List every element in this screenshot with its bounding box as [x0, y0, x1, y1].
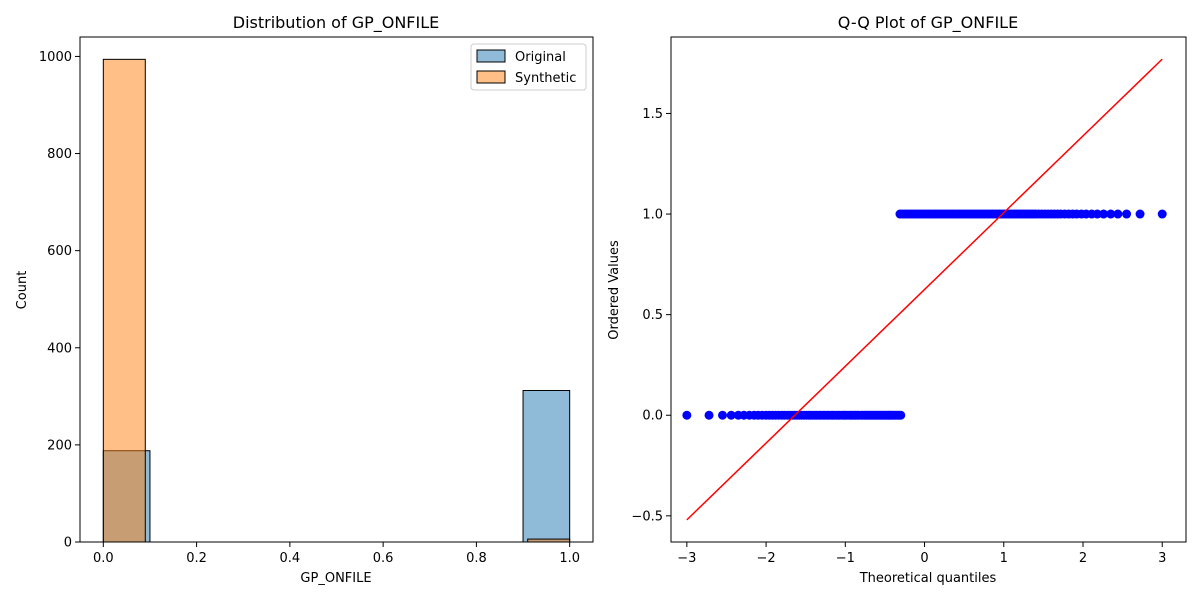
qq-plot-title: Q-Q Plot of GP_ONFILE — [838, 13, 1018, 33]
histogram-x-tick-label: 0.6 — [373, 551, 394, 566]
legend-label-synthetic: Synthetic — [515, 71, 576, 86]
qq-point — [726, 410, 736, 420]
histogram-x-tick-label: 1.0 — [559, 551, 580, 566]
qq-x-tick-label: −3 — [677, 551, 696, 566]
qq-point — [1099, 209, 1109, 219]
qq-x-tick-label: 0 — [920, 551, 928, 566]
qq-point — [1122, 209, 1132, 219]
qq-point — [1106, 209, 1116, 219]
qq-x-tick-label: 2 — [1079, 551, 1087, 566]
histogram-y-ticks: 0 200 400 600 800 1000 — [39, 50, 80, 551]
qq-point — [1157, 209, 1167, 219]
qq-y-tick-label: −0.5 — [631, 509, 663, 524]
histogram-x-tick-label: 0.4 — [280, 551, 301, 566]
legend-swatch-original — [476, 49, 506, 63]
histogram-x-ticks: 0.0 0.2 0.4 0.6 0.8 1.0 — [93, 542, 580, 566]
qq-fit-line — [686, 58, 1163, 521]
histogram-y-label: Count — [15, 271, 30, 310]
histogram-axes-frame — [79, 36, 594, 543]
qq-axes-frame — [670, 36, 1187, 543]
qq-x-label: Theoretical quantiles — [859, 571, 997, 586]
legend-label-original: Original — [515, 50, 566, 65]
qq-point — [718, 410, 727, 420]
histogram-bars — [102, 58, 571, 543]
histogram-x-tick-label: 0.2 — [186, 551, 207, 566]
histogram-x-label: GP_ONFILE — [300, 571, 371, 586]
histogram-bar-synthetic-0 — [102, 58, 146, 543]
histogram-y-tick-label: 0 — [64, 536, 72, 551]
qq-x-ticks: −3 −2 −1 0 1 2 3 — [677, 542, 1166, 566]
legend-swatch-synthetic — [476, 70, 506, 84]
histogram-y-tick-label: 200 — [47, 438, 72, 453]
histogram-bar-original-1 — [522, 390, 571, 543]
qq-y-tick-label: 1.0 — [642, 208, 663, 223]
qq-y-tick-label: 1.5 — [642, 107, 663, 122]
qq-point — [682, 410, 692, 420]
qq-points — [682, 209, 1167, 420]
histogram-legend: Original Synthetic — [470, 43, 587, 91]
qq-x-tick-label: 1 — [1000, 551, 1008, 566]
qq-y-tick-label: 0.5 — [642, 308, 663, 323]
qq-point — [1092, 209, 1102, 219]
qq-x-tick-label: 3 — [1158, 551, 1166, 566]
histogram-y-tick-label: 600 — [47, 244, 72, 259]
qq-y-tick-label: 0.0 — [642, 409, 663, 424]
qq-plot-panel: Q-Q Plot of GP_ONFILE −3 −2 −1 0 1 2 3 −0.5 0.0… — [607, 13, 1187, 586]
histogram-y-tick-label: 1000 — [39, 50, 72, 65]
qq-point — [704, 410, 714, 420]
qq-y-ticks: −0.5 0.0 0.5 1.0 1.5 — [631, 107, 671, 524]
qq-point — [1113, 209, 1123, 219]
histogram-title: Distribution of GP_ONFILE — [233, 13, 440, 33]
qq-y-label: Ordered Values — [607, 240, 622, 340]
histogram-panel: Distribution of GP_ONFILE 0.0 0.2 0.4 0.6 0.… — [15, 13, 594, 586]
histogram-x-tick-label: 0.8 — [466, 551, 487, 566]
qq-x-tick-label: −2 — [756, 551, 775, 566]
qq-point — [1135, 209, 1145, 219]
histogram-y-tick-label: 800 — [47, 147, 72, 162]
histogram-y-tick-label: 400 — [47, 341, 72, 356]
qq-x-tick-label: −1 — [836, 551, 855, 566]
histogram-x-tick-label: 0.0 — [93, 551, 114, 566]
qq-point — [896, 410, 906, 420]
